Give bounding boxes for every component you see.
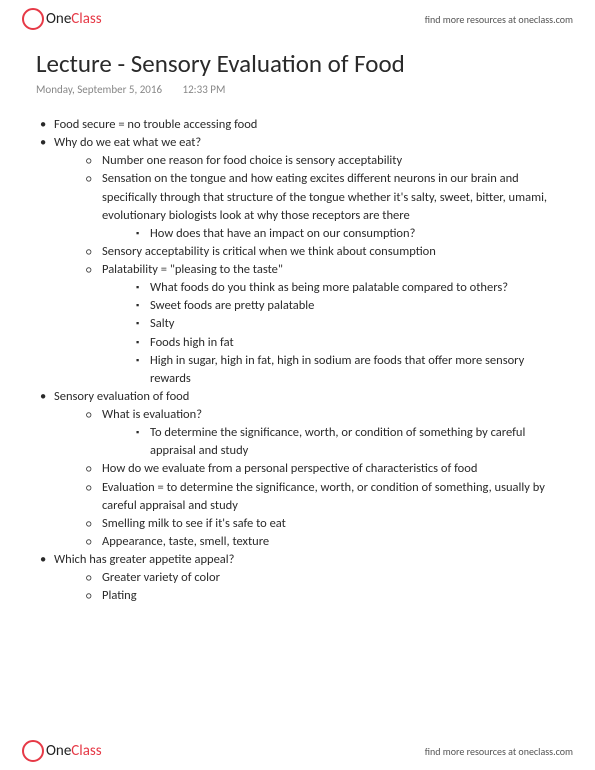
footer-tagline: find more resources at oneclass.com xyxy=(425,745,573,758)
note-item: Foods high in fat xyxy=(132,334,559,352)
note-text: High in sugar, high in fat, high in sodi… xyxy=(150,353,524,386)
note-item: Smelling milk to see if it's safe to eat xyxy=(84,515,559,533)
note-text: Food secure = no trouble accessing food xyxy=(54,117,257,132)
header-tagline: find more resources at oneclass.com xyxy=(425,13,573,26)
brand-name: OneClass xyxy=(46,10,102,28)
note-item: High in sugar, high in fat, high in sodi… xyxy=(132,352,559,388)
note-item: Greater variety of color xyxy=(84,569,559,587)
footer-logo-circle-icon xyxy=(22,740,44,762)
note-item: Why do we eat what we eat? Number one rea… xyxy=(36,134,559,388)
footer-brand-logo: OneClass xyxy=(22,740,102,762)
page-title: Lecture - Sensory Evaluation of Food xyxy=(36,48,559,79)
meta-time: 12:33 PM xyxy=(183,83,226,96)
note-item: Palatability = "pleasing to the taste" Wh… xyxy=(84,261,559,388)
note-text: Number one reason for food choice is sen… xyxy=(102,153,402,168)
footer-brand-one: One xyxy=(46,742,71,760)
notes-sublist: How does that have an impact on our cons… xyxy=(132,225,559,243)
note-item: Sensation on the tongue and how eating e… xyxy=(84,170,559,243)
note-item: Salty xyxy=(132,315,559,333)
notes-sublist: What foods do you think as being more pa… xyxy=(132,279,559,388)
logo-circle-icon xyxy=(22,8,44,30)
brand-logo: OneClass xyxy=(22,8,102,30)
note-text: How do we evaluate from a personal persp… xyxy=(102,461,477,476)
footer-brand-class: Class xyxy=(71,742,101,760)
note-text: Appearance, taste, smell, texture xyxy=(102,534,269,549)
notes-sublist: Greater variety of color Plating xyxy=(84,569,559,605)
note-item: Which has greater appetite appeal? Greate… xyxy=(36,551,559,605)
brand-one: One xyxy=(46,10,71,28)
page-header: OneClass find more resources at oneclass… xyxy=(0,0,595,34)
notes-list: Food secure = no trouble accessing food W… xyxy=(36,116,559,605)
note-text: How does that have an impact on our cons… xyxy=(150,226,415,241)
note-text: Palatability = "pleasing to the taste" xyxy=(102,262,283,277)
note-item: Sweet foods are pretty palatable xyxy=(132,297,559,315)
note-item: To determine the significance, worth, or… xyxy=(132,424,559,460)
note-text: Plating xyxy=(102,588,137,603)
document-content: Lecture - Sensory Evaluation of Food Mon… xyxy=(0,34,595,605)
brand-class: Class xyxy=(71,10,101,28)
note-text: Salty xyxy=(150,316,174,331)
meta-date: Monday, September 5, 2016 xyxy=(36,83,162,96)
note-item: Sensory evaluation of food What is evalua… xyxy=(36,388,559,551)
note-text: To determine the significance, worth, or… xyxy=(150,425,525,458)
note-item: Sensory acceptability is critical when w… xyxy=(84,243,559,261)
note-item: How does that have an impact on our cons… xyxy=(132,225,559,243)
note-item: Evaluation = to determine the significan… xyxy=(84,479,559,515)
note-item: Food secure = no trouble accessing food xyxy=(36,116,559,134)
note-text: Which has greater appetite appeal? xyxy=(54,552,234,567)
note-text: Why do we eat what we eat? xyxy=(54,135,201,150)
note-item: What foods do you think as being more pa… xyxy=(132,279,559,297)
note-text: Foods high in fat xyxy=(150,335,234,350)
note-text: Sensation on the tongue and how eating e… xyxy=(102,171,547,222)
note-text: Smelling milk to see if it's safe to eat xyxy=(102,516,286,531)
document-meta: Monday, September 5, 2016 12:33 PM xyxy=(36,83,559,96)
note-item: Number one reason for food choice is sen… xyxy=(84,152,559,170)
note-text: Sensory evaluation of food xyxy=(54,389,189,404)
notes-sublist: What is evaluation? To determine the sign… xyxy=(84,406,559,551)
note-text: Evaluation = to determine the significan… xyxy=(102,480,545,513)
footer-brand-name: OneClass xyxy=(46,742,102,760)
notes-sublist: Number one reason for food choice is sen… xyxy=(84,152,559,388)
note-text: Sweet foods are pretty palatable xyxy=(150,298,314,313)
page-footer: OneClass find more resources at oneclass… xyxy=(0,736,595,770)
note-text: What is evaluation? xyxy=(102,407,202,422)
note-text: Sensory acceptability is critical when w… xyxy=(102,244,436,259)
note-text: What foods do you think as being more pa… xyxy=(150,280,508,295)
note-item: What is evaluation? To determine the sign… xyxy=(84,406,559,460)
notes-sublist: To determine the significance, worth, or… xyxy=(132,424,559,460)
note-text: Greater variety of color xyxy=(102,570,220,585)
note-item: Plating xyxy=(84,587,559,605)
note-item: Appearance, taste, smell, texture xyxy=(84,533,559,551)
note-item: How do we evaluate from a personal persp… xyxy=(84,460,559,478)
